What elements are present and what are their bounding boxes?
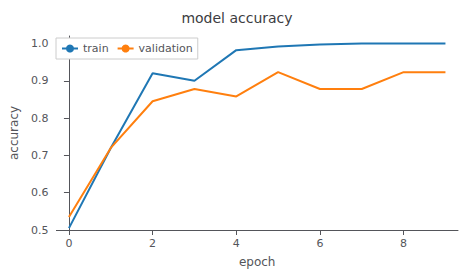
svg-text:0.9: 0.9 [31,74,49,87]
svg-text:0.5: 0.5 [31,224,49,237]
svg-text:0.8: 0.8 [31,112,49,125]
svg-text:0.7: 0.7 [31,149,49,162]
svg-text:epoch: epoch [239,255,276,269]
svg-text:0: 0 [65,237,72,250]
svg-text:accuracy: accuracy [7,106,21,160]
svg-text:2: 2 [149,237,156,250]
svg-text:train: train [83,42,109,55]
svg-text:6: 6 [316,237,323,250]
svg-text:4: 4 [233,237,240,250]
svg-text:validation: validation [139,42,193,55]
svg-text:model accuracy: model accuracy [181,10,292,26]
svg-text:0.6: 0.6 [31,186,49,199]
svg-text:1.0: 1.0 [31,37,49,50]
svg-text:8: 8 [400,237,407,250]
